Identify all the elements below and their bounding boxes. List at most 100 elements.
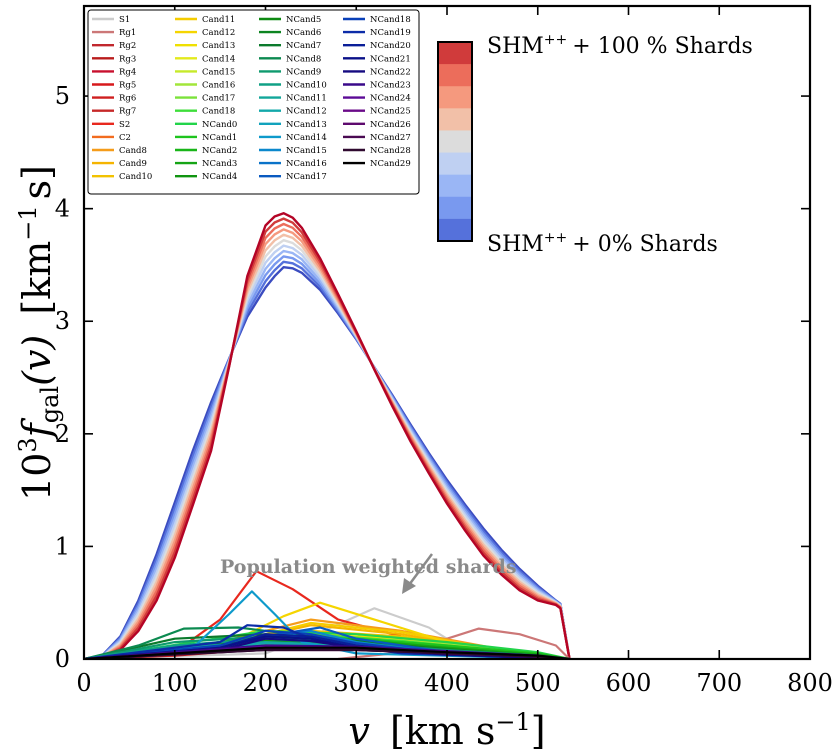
colorbar-frame [437, 41, 473, 242]
legend-entry-ncand19: NCand19 [370, 28, 411, 38]
legend-entry-ncand4: NCand4 [202, 172, 237, 182]
annotation-arrow [402, 553, 434, 594]
colorbar-band [438, 108, 472, 131]
legend-entry-ncand15: NCand15 [286, 146, 327, 156]
x-tick-label: 400 [424, 669, 470, 697]
shm-curve-7 [84, 228, 571, 659]
legend-entry-ncand11: NCand11 [286, 94, 327, 104]
shm-curve-1 [84, 260, 571, 659]
y-tick-label: 0 [55, 645, 70, 673]
colorbar-band [438, 196, 472, 220]
colorbar-band [438, 130, 472, 154]
legend-entry-ncand29: NCand29 [370, 159, 411, 169]
colorbar-band [438, 64, 472, 87]
legend-entry-ncand22: NCand22 [370, 67, 411, 77]
x-tick-label: 700 [696, 669, 742, 697]
legend-entry-ncand3: NCand3 [202, 159, 237, 169]
legend-entry-c2: C2 [119, 133, 131, 143]
y-axis-ticks: 0 1 2 3 4 5 [55, 82, 810, 673]
legend-box [87, 9, 420, 195]
shm-curves [84, 212, 571, 659]
legend-entry-ncand1: NCand1 [202, 133, 237, 143]
legend-entry-ncand26: NCand26 [370, 120, 411, 130]
series-line-ncand19 [84, 624, 570, 659]
legend-entry-s1: S1 [119, 15, 130, 25]
x-tick-label: 800 [787, 669, 833, 697]
legend-entry-ncand8: NCand8 [286, 54, 321, 64]
x-tick-label: 300 [333, 669, 379, 697]
legend-entry-rg2: Rg2 [119, 41, 136, 51]
legend-entry-ncand5: NCand5 [286, 15, 321, 25]
colorbar-band [438, 152, 472, 176]
legend-entry-ncand6: NCand6 [286, 28, 321, 38]
legend-entry-ncand23: NCand23 [370, 81, 411, 91]
y-tick-label: 3 [55, 307, 70, 335]
legend-entry-ncand28: NCand28 [370, 146, 411, 156]
shm-curve-8 [84, 222, 571, 659]
y-tick-label: 2 [55, 420, 70, 448]
legend-entry-cand16: Cand16 [202, 81, 235, 91]
colorbar-band [438, 218, 472, 242]
legend-entry-ncand7: NCand7 [286, 41, 321, 51]
x-tick-label: 100 [152, 669, 198, 697]
shm-curve-2 [84, 255, 571, 659]
colorbar-band [438, 42, 472, 65]
shm-curve-5 [84, 239, 571, 659]
legend-entry-ncand25: NCand25 [370, 107, 411, 117]
series-line-ncand14 [84, 590, 570, 659]
annotation-text: Population weighted shards [220, 556, 517, 578]
y-tick-label: 4 [55, 195, 70, 223]
y-tick-label: 1 [55, 532, 70, 560]
legend-entry-rg5: Rg5 [119, 81, 136, 91]
legend-entry-rg4: Rg4 [119, 67, 136, 77]
legend-entry-ncand2: NCand2 [202, 146, 237, 156]
legend-entry-cand14: Cand14 [202, 54, 235, 64]
y-tick-label: 5 [55, 82, 70, 110]
legend-entry-ncand16: NCand16 [286, 159, 327, 169]
legend-entry-ncand10: NCand10 [286, 81, 327, 91]
legend-entry-ncand9: NCand9 [286, 67, 321, 77]
shm-curve-9 [84, 217, 571, 659]
legend-entry-ncand0: NCand0 [202, 120, 237, 130]
colorbar-band [438, 174, 472, 198]
legend-entry-cand17: Cand17 [202, 94, 235, 104]
y-axis-label: 103fgal(v) [km−1s] [14, 165, 64, 501]
legend-entry-ncand27: NCand27 [370, 133, 411, 143]
colorbar-band [438, 86, 472, 109]
legend: S1 Rg1 Rg2 Rg3 Rg4 Rg5 Rg6 Rg7 S2 C2 Cand8 Cand9 Can… [92, 15, 411, 182]
shm-curve-0 [84, 266, 571, 659]
legend-entry-ncand24: NCand24 [370, 94, 411, 104]
legend-entry-s2: S2 [119, 120, 130, 130]
legend-entry-ncand12: NCand12 [286, 107, 327, 117]
legend-entry-rg7: Rg7 [119, 107, 136, 117]
legend-entry-ncand18: NCand18 [370, 15, 411, 25]
legend-entry-rg1: Rg1 [119, 28, 136, 38]
shm-curve-6 [84, 233, 571, 659]
legend-entry-rg3: Rg3 [119, 54, 136, 64]
legend-entry-ncand13: NCand13 [286, 120, 327, 130]
legend-entry-cand13: Cand13 [202, 41, 235, 51]
x-axis-label: v [km s−1] [348, 708, 545, 753]
colorbar-bottom-label: SHM++ + 0% Shards [487, 230, 718, 257]
shm-curve-10 [84, 212, 571, 659]
x-axis-ticks: 0 100 200 300 400 500 600 700 800 [76, 6, 833, 697]
x-tick-label: 600 [606, 669, 652, 697]
x-tick-label: 0 [76, 669, 91, 697]
x-tick-label: 500 [515, 669, 561, 697]
legend-entry-cand12: Cand12 [202, 28, 235, 38]
colorbar-top-label: SHM++ + 100 % Shards [487, 32, 753, 59]
colorbar [438, 42, 472, 242]
x-tick-label: 200 [243, 669, 289, 697]
shm-curve-3 [84, 249, 571, 659]
legend-entry-ncand21: NCand21 [370, 54, 411, 64]
legend-entry-cand10: Cand10 [119, 172, 152, 182]
legend-entry-ncand14: NCand14 [286, 133, 327, 143]
legend-entry-ncand20: NCand20 [370, 41, 411, 51]
legend-entry-rg6: Rg6 [119, 94, 136, 104]
legend-entry-cand9: Cand9 [119, 159, 147, 169]
legend-entry-cand8: Cand8 [119, 146, 147, 156]
legend-entry-cand15: Cand15 [202, 67, 235, 77]
legend-entry-cand11: Cand11 [202, 15, 235, 25]
shm-curve-4 [84, 244, 571, 659]
